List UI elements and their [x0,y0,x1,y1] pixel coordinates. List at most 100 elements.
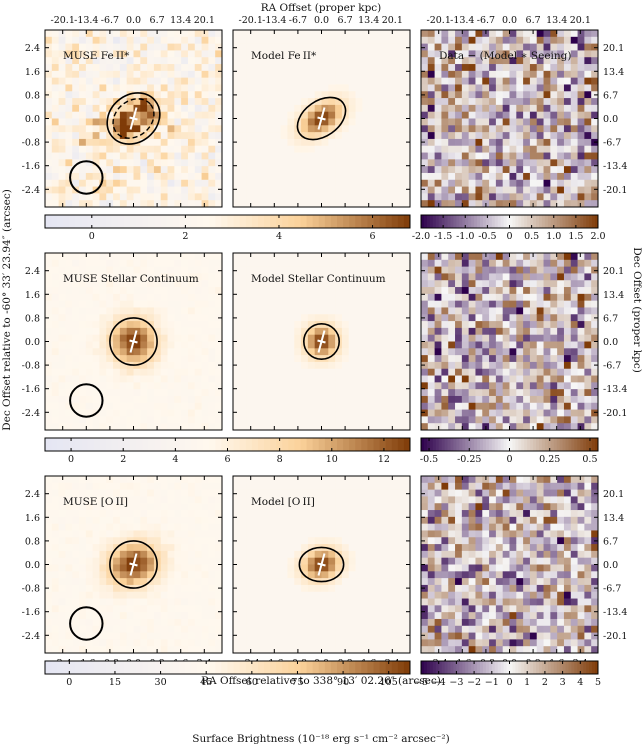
image-pixel [584,300,592,308]
image-pixel [455,355,463,363]
image-pixel [85,98,94,106]
image-pixel [167,179,175,187]
image-pixel [468,334,476,342]
image-pixel [389,307,397,315]
image-pixel [153,159,162,167]
image-pixel [133,300,141,308]
image-pixel [79,36,87,45]
image-pixel [591,193,598,201]
image-pixel [441,64,449,72]
image-pixel [301,273,309,281]
image-pixel [475,273,483,281]
image-pixel [253,402,261,410]
image-pixel [543,104,551,113]
image-pixel [482,409,490,417]
image-pixel [126,646,134,653]
image-pixel [523,253,531,261]
image-pixel [253,382,261,390]
image-pixel [174,544,182,552]
image-pixel [119,57,128,65]
image-pixel [421,280,429,288]
image-pixel [51,77,60,85]
image-pixel [584,30,592,38]
image-pixel [427,314,436,322]
image-pixel [133,145,141,153]
image-pixel [113,639,121,647]
image-pixel [362,186,370,194]
image-pixel [133,193,141,201]
image-pixel [455,395,463,404]
image-pixel [58,382,66,390]
image-pixel [147,152,155,160]
image-pixel [208,70,216,79]
image-pixel [314,200,322,207]
image-pixel [65,564,73,572]
image-pixel [489,266,497,274]
image-pixel [85,557,94,565]
image-pixel [403,104,410,113]
image-pixel [260,118,268,126]
image-pixel [147,389,155,397]
image-pixel [375,273,384,281]
image-pixel [187,327,196,336]
image-pixel [140,152,148,160]
image-pixel [65,375,73,383]
image-pixel [119,496,128,504]
image-pixel [489,172,497,181]
image-pixel [267,327,275,336]
image-pixel [536,368,544,376]
image-pixel [427,172,436,181]
image-pixel [260,159,268,167]
image-pixel [239,409,248,417]
image-pixel [174,416,182,424]
image-pixel [502,266,510,274]
image-pixel [294,300,302,308]
image-pixel [557,409,565,417]
image-pixel [441,327,449,336]
image-pixel [174,321,182,329]
image-pixel [58,138,66,147]
image-pixel [489,348,497,356]
image-pixel [536,334,544,342]
image-pixel [58,612,66,620]
image-pixel [550,172,558,181]
image-pixel [99,578,107,586]
image-pixel [536,172,544,181]
image-pixel [495,389,504,397]
image-pixel [448,361,456,370]
image-pixel [126,179,134,187]
image-pixel [208,287,216,295]
image-pixel [287,361,295,370]
image-pixel [72,273,80,281]
image-pixel [187,503,196,511]
image-pixel [348,200,356,207]
image-pixel [58,186,66,194]
image-pixel [65,510,73,518]
image-pixel [153,36,162,45]
image-pixel [543,416,551,424]
image-pixel [328,57,336,65]
image-pixel [187,36,196,45]
image-pixel [85,43,94,51]
image-pixel [181,104,189,113]
image-pixel [307,287,316,295]
image-pixel [79,118,87,126]
image-pixel [341,300,350,308]
image-pixel [294,293,302,302]
image-pixel [489,166,497,174]
image-pixel [362,300,370,308]
image-pixel [557,172,565,181]
image-pixel [280,172,288,181]
image-pixel [51,287,60,295]
image-pixel [201,273,209,281]
left-arcsec-tick-label: 0.0 [25,114,40,125]
image-pixel [181,482,189,491]
image-pixel [475,423,483,430]
image-pixel [85,510,94,518]
image-pixel [239,111,248,119]
image-pixel [427,389,436,397]
image-pixel [495,159,504,167]
image-pixel [273,395,282,404]
image-pixel [335,30,343,38]
image-pixel [194,496,202,504]
